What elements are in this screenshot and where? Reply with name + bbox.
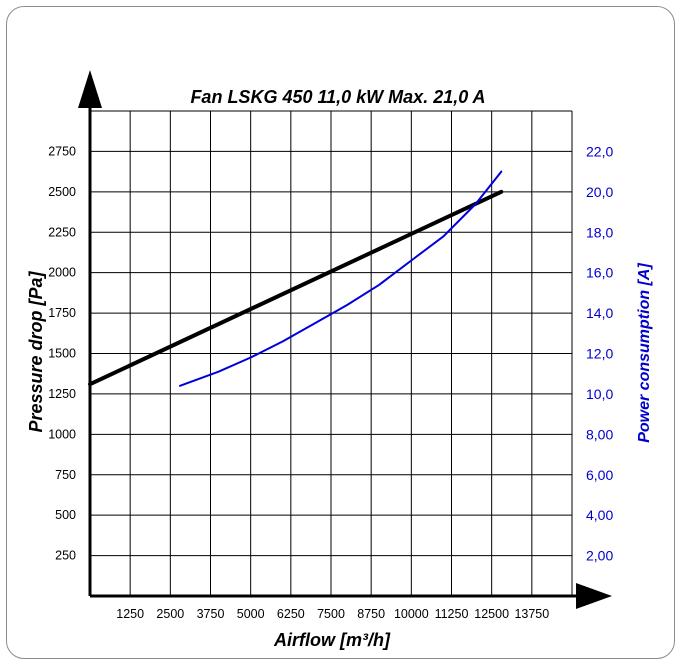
y-axis-label: Pressure drop [Pa] <box>26 270 46 432</box>
y-tick-label: 1000 <box>48 427 76 441</box>
tick-labels: 1250 2500 3750 5000 6250 7500 8750 10000 11250 12… <box>48 143 613 621</box>
x-tick-label: 2500 <box>156 607 184 621</box>
x-tick-label: 13750 <box>514 607 549 621</box>
x-tick-label: 10000 <box>394 607 429 621</box>
x-tick-label: 11250 <box>435 607 469 621</box>
y-tick-label: 2250 <box>48 225 76 239</box>
y-tick-label: 2500 <box>48 185 76 199</box>
y2-tick-label: 2,00 <box>586 548 613 564</box>
y-tick-label: 1750 <box>48 306 76 320</box>
y2-tick-label: 4,00 <box>586 507 613 523</box>
y2-tick-label: 12,0 <box>586 346 613 362</box>
y-tick-label: 1250 <box>48 387 76 401</box>
x-tick-label: 7500 <box>317 607 345 621</box>
x-axis-label: Airflow [m³/h] <box>273 630 391 650</box>
x-tick-label: 1250 <box>116 607 144 621</box>
x-axis-arrow <box>576 583 612 609</box>
axes <box>78 70 612 609</box>
y-tick-label: 2750 <box>48 144 76 158</box>
y-tick-label: 750 <box>55 468 76 482</box>
pressure-drop-curve <box>88 189 504 387</box>
grid-lines <box>90 110 573 596</box>
y2-tick-label: 22,0 <box>586 143 613 159</box>
x-tick-label: 8750 <box>357 607 385 621</box>
y2-tick-label: 14,0 <box>586 305 613 321</box>
power-consumption-curve <box>179 170 503 387</box>
y2-tick-label: 16,0 <box>586 265 613 281</box>
x-tick-label: 6250 <box>277 607 305 621</box>
y-tick-label: 1500 <box>48 347 76 361</box>
chart-frame <box>6 6 675 659</box>
y2-tick-label: 10,0 <box>586 386 613 402</box>
x-tick-label: 3750 <box>197 607 225 621</box>
chart-title: Fan LSKG 450 11,0 kW Max. 21,0 A <box>190 87 485 107</box>
y2-tick-label: 18,0 <box>586 224 613 240</box>
x-tick-label: 5000 <box>237 607 265 621</box>
y2-tick-label: 6,00 <box>586 467 613 483</box>
y2-axis-label: Power consumption [A] <box>636 263 653 443</box>
y2-tick-label: 8,00 <box>586 426 613 442</box>
y-tick-label: 2000 <box>48 266 76 280</box>
x-tick-label: 12500 <box>474 607 509 621</box>
y-tick-label: 500 <box>55 508 76 522</box>
y-axis-arrow <box>78 70 102 108</box>
y-tick-label: 250 <box>55 549 76 563</box>
series-lines <box>88 170 504 387</box>
y2-tick-label: 20,0 <box>586 184 613 200</box>
